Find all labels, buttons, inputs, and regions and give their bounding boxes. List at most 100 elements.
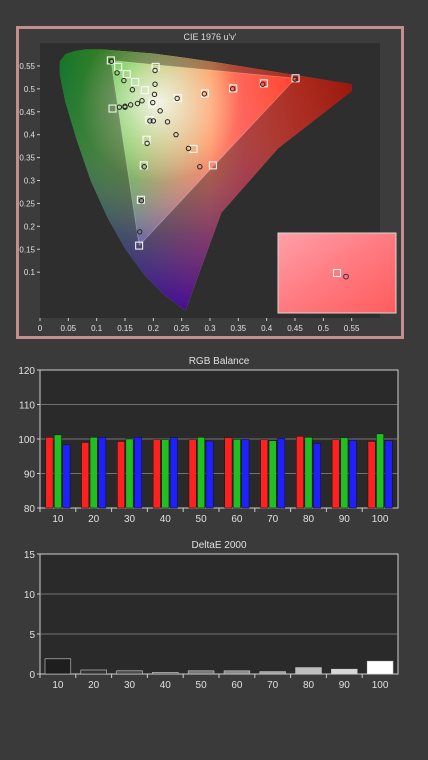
x-tick-label: 0.45 [287, 324, 303, 333]
x-tick-label: 0.35 [231, 324, 247, 333]
x-tick-label: 0.55 [344, 324, 360, 333]
y-tick-label: 15 [24, 550, 36, 561]
bar [241, 439, 250, 509]
inset-target-marker [333, 269, 341, 277]
measurement-marker [108, 58, 115, 65]
bar [259, 671, 286, 675]
measurement-marker [137, 229, 143, 235]
measurement-marker [185, 145, 192, 152]
x-tick-label: 80 [303, 680, 315, 690]
measurement-marker [134, 100, 141, 107]
bar [223, 670, 251, 675]
x-tick-label: 90 [339, 514, 351, 525]
y-tick-label: 0.5 [24, 85, 36, 94]
target-marker [114, 62, 123, 71]
y-tick-label: 0.25 [19, 199, 35, 208]
bar [197, 437, 205, 509]
bar [117, 441, 125, 509]
measurement-marker [173, 131, 179, 138]
x-tick-label: 100 [372, 514, 389, 525]
x-tick-label: 20 [88, 680, 100, 690]
chart-title: RGB Balance [189, 356, 250, 367]
bar [313, 443, 321, 509]
cie-chart: CIE 1976 u'v' 0 0.05 0.1 0.15 0.2 0.25 0.3 0.35 0… [16, 26, 404, 339]
measurement-marker [138, 197, 145, 204]
bar [54, 434, 62, 509]
rgb-balance-chart: RGB Balance 80 90 100 110 120 10 20 30 40 50 60 70 80… [18, 356, 399, 525]
x-tick-label: 0.4 [261, 324, 273, 333]
measurement-marker [197, 164, 203, 170]
measurement-marker [129, 87, 136, 93]
y-tick-label: 0.55 [19, 62, 35, 71]
x-tick-label: 100 [372, 680, 389, 690]
target-marker [189, 144, 198, 153]
x-tick-label: 10 [52, 680, 64, 690]
bar [125, 438, 134, 509]
bar [134, 437, 142, 509]
bar [89, 437, 98, 509]
bar [268, 440, 277, 509]
x-tick-label: 0.15 [117, 324, 133, 333]
bar [366, 660, 394, 675]
x-tick-label: 0 [38, 324, 43, 333]
x-tick-label: 20 [88, 514, 100, 525]
bar [169, 437, 178, 509]
measurement-marker [147, 118, 153, 124]
x-tick-label: 60 [231, 514, 243, 525]
x-tick-label: 90 [339, 680, 351, 690]
y-tick-label: 100 [18, 435, 35, 446]
bar [340, 437, 349, 509]
target-marker [173, 94, 182, 102]
bar [331, 439, 340, 509]
y-tick-label: 0.2 [24, 222, 36, 231]
y-tick-label: 5 [29, 630, 35, 641]
measurement-marker [260, 81, 266, 87]
x-tick-label: 0.5 [318, 324, 330, 333]
target-marker [108, 104, 117, 113]
target-marker [131, 77, 140, 86]
measurement-marker [164, 119, 171, 125]
bar [295, 667, 322, 675]
bar [384, 440, 393, 509]
inset-measurement-marker [343, 273, 349, 280]
measurement-marker [150, 118, 157, 124]
bar [187, 670, 215, 675]
bar [224, 437, 233, 509]
bar [277, 438, 286, 509]
x-tick-label: 80 [303, 514, 315, 525]
target-marker [229, 84, 238, 93]
y-tick-label: 80 [24, 504, 36, 515]
bar [367, 441, 376, 509]
bar [152, 439, 161, 509]
bar [62, 444, 71, 509]
bar [116, 670, 143, 675]
measurement-marker [144, 140, 150, 147]
measurement-marker [151, 91, 158, 98]
measurement-marker [150, 99, 156, 106]
measurement-marker [152, 81, 158, 87]
x-tick-label: 0.1 [91, 324, 103, 333]
bar [161, 439, 170, 509]
y-tick-label: 10 [24, 590, 36, 601]
y-tick-label: 0 [29, 670, 35, 681]
bar [205, 440, 214, 509]
measurement-marker [292, 76, 298, 82]
measurement-marker [174, 95, 180, 102]
bar [331, 668, 358, 675]
target-marker [135, 241, 144, 250]
x-tick-label: 30 [124, 514, 136, 525]
chart-title: CIE 1976 u'v' [184, 32, 237, 42]
outside-gamut-shade [59, 49, 352, 311]
x-tick-label: 70 [267, 514, 279, 525]
bar [260, 439, 269, 509]
x-tick-label: 0.3 [204, 324, 216, 333]
y-tick-label: 0.45 [19, 108, 35, 117]
bar [81, 442, 90, 509]
x-tick-label: 60 [231, 680, 243, 690]
x-tick-label: 0.05 [61, 324, 77, 333]
y-tick-label: 0.1 [24, 268, 36, 277]
bar [188, 439, 197, 509]
y-tick-label: 0.15 [19, 245, 35, 254]
y-tick-label: 120 [18, 366, 35, 377]
zoom-inset [277, 232, 397, 314]
